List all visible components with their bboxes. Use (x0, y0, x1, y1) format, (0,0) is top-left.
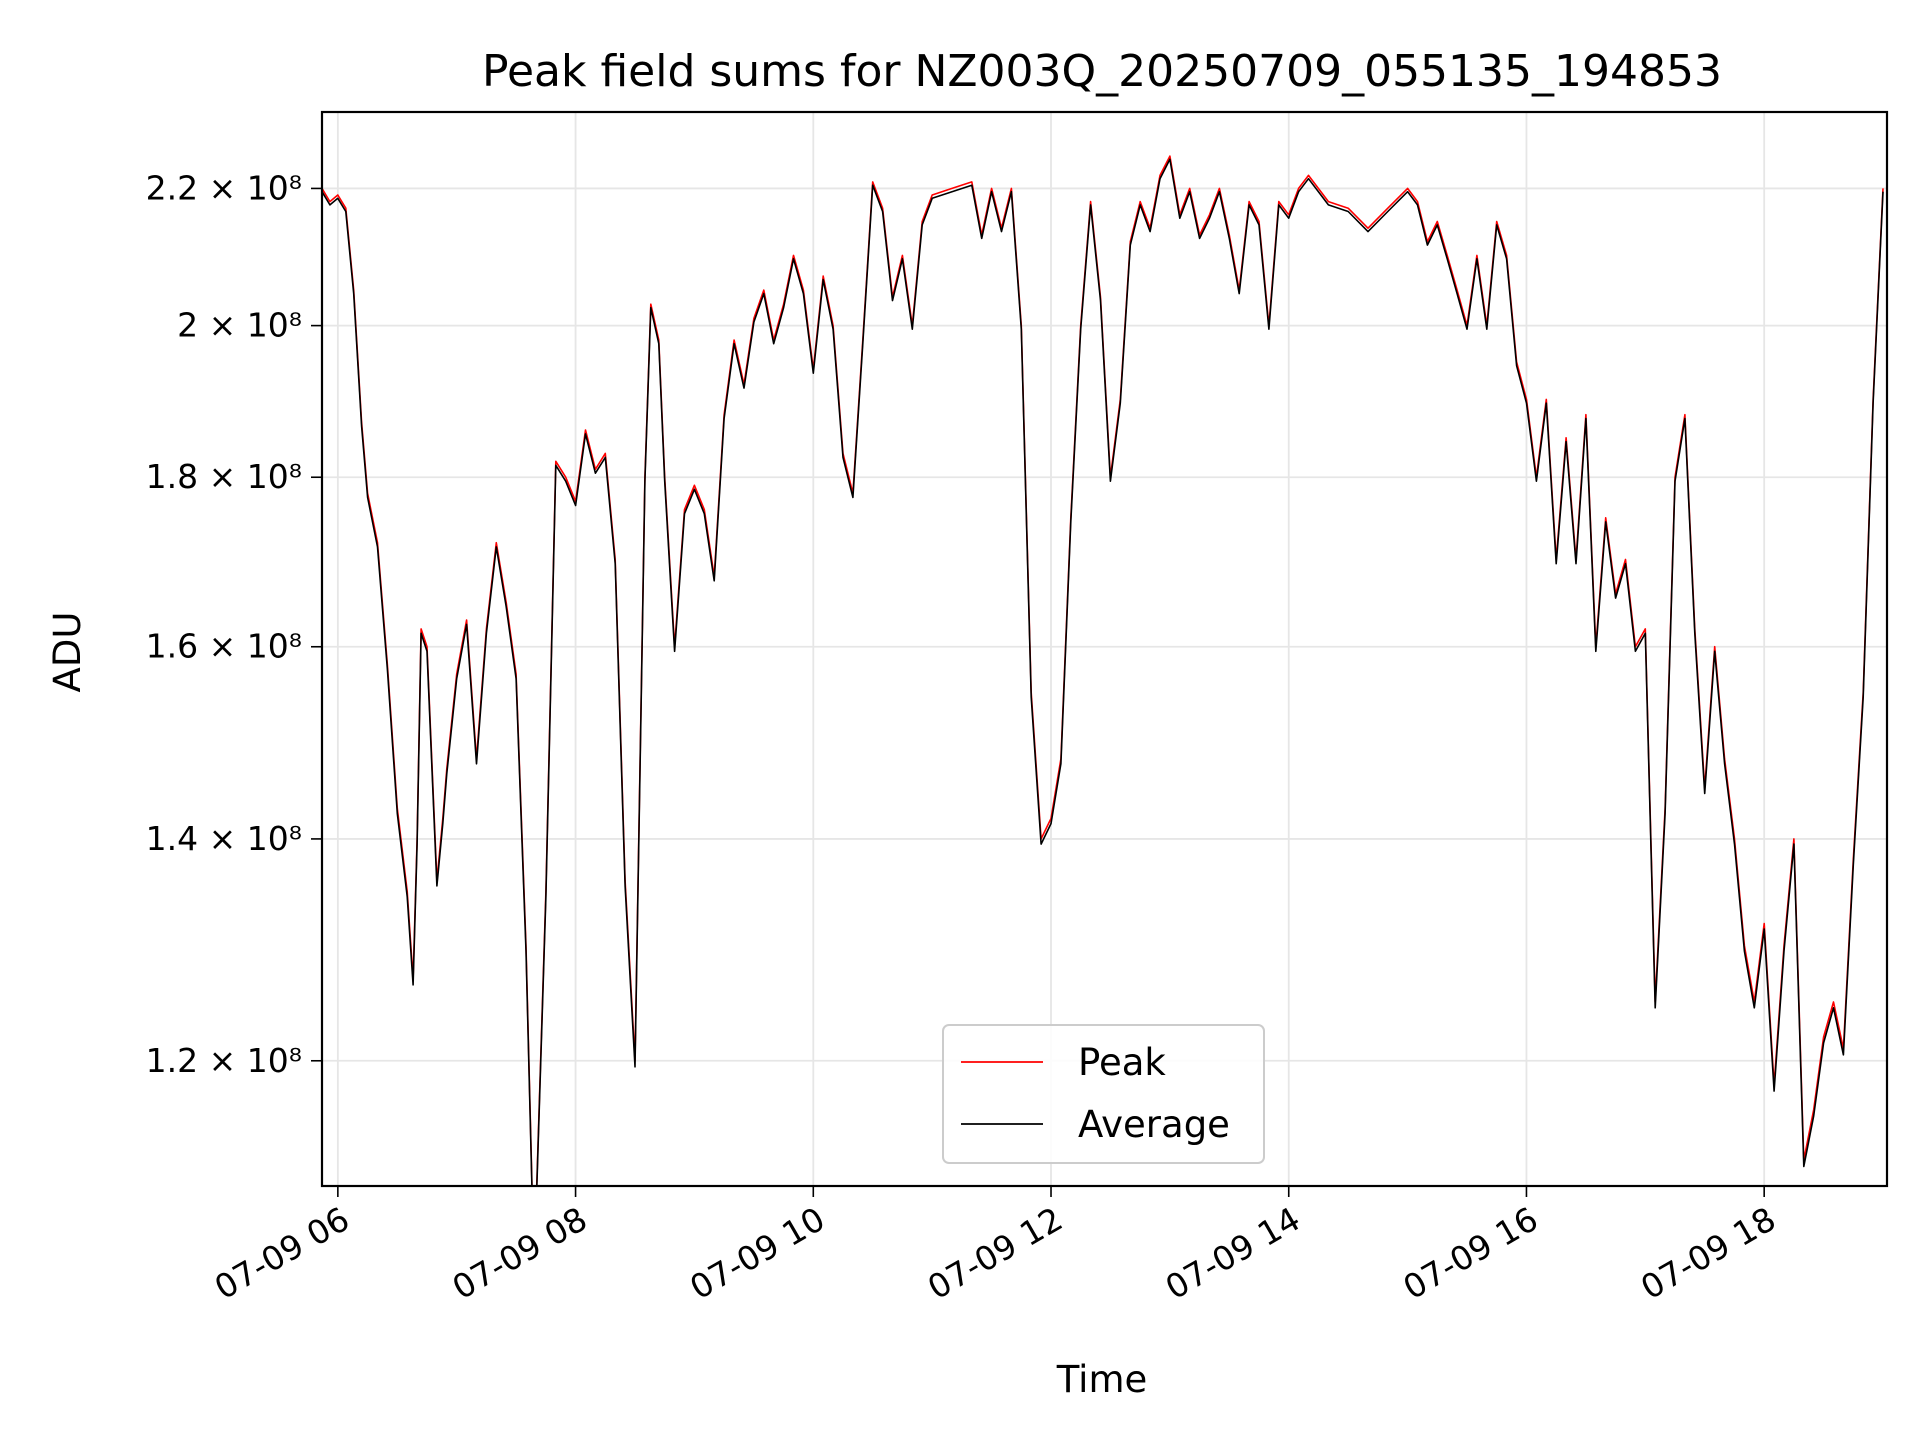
legend: Peak Average (942, 1024, 1265, 1164)
x-tick-label: 07-09 18 (1634, 1199, 1782, 1307)
legend-label-average: Average (1078, 1103, 1230, 1146)
x-tick-label: 07-09 16 (1396, 1199, 1544, 1307)
x-tick-label: 07-09 06 (208, 1199, 356, 1307)
legend-label-peak: Peak (1078, 1041, 1166, 1084)
x-tick-label: 07-09 12 (921, 1199, 1069, 1307)
x-tick-label: 07-09 14 (1159, 1199, 1307, 1307)
plot-frame (320, 110, 1889, 1188)
y-tick-label: 2 × 10⁸ (177, 306, 302, 345)
chart-title: Peak field sums for NZ003Q_20250709_0551… (482, 46, 1722, 97)
x-tick-label: 07-09 08 (446, 1199, 594, 1307)
series-line-average (322, 158, 1884, 1186)
y-tick-label: 1.8 × 10⁸ (146, 457, 302, 496)
y-tick-label: 1.2 × 10⁸ (146, 1041, 302, 1080)
legend-frame (942, 1024, 1265, 1164)
x-tick-label: 07-09 10 (683, 1199, 831, 1307)
y-tick-label: 1.6 × 10⁸ (146, 627, 302, 666)
grid-lines (322, 112, 1887, 1186)
y-axis-label: ADU (46, 612, 89, 693)
series-line-peak (322, 155, 1884, 1186)
x-axis-label: Time (1056, 1358, 1148, 1401)
y-tick-label: 1.4 × 10⁸ (146, 819, 302, 858)
y-tick-label: 2.2 × 10⁸ (146, 168, 302, 207)
series-layer (322, 155, 1884, 1186)
